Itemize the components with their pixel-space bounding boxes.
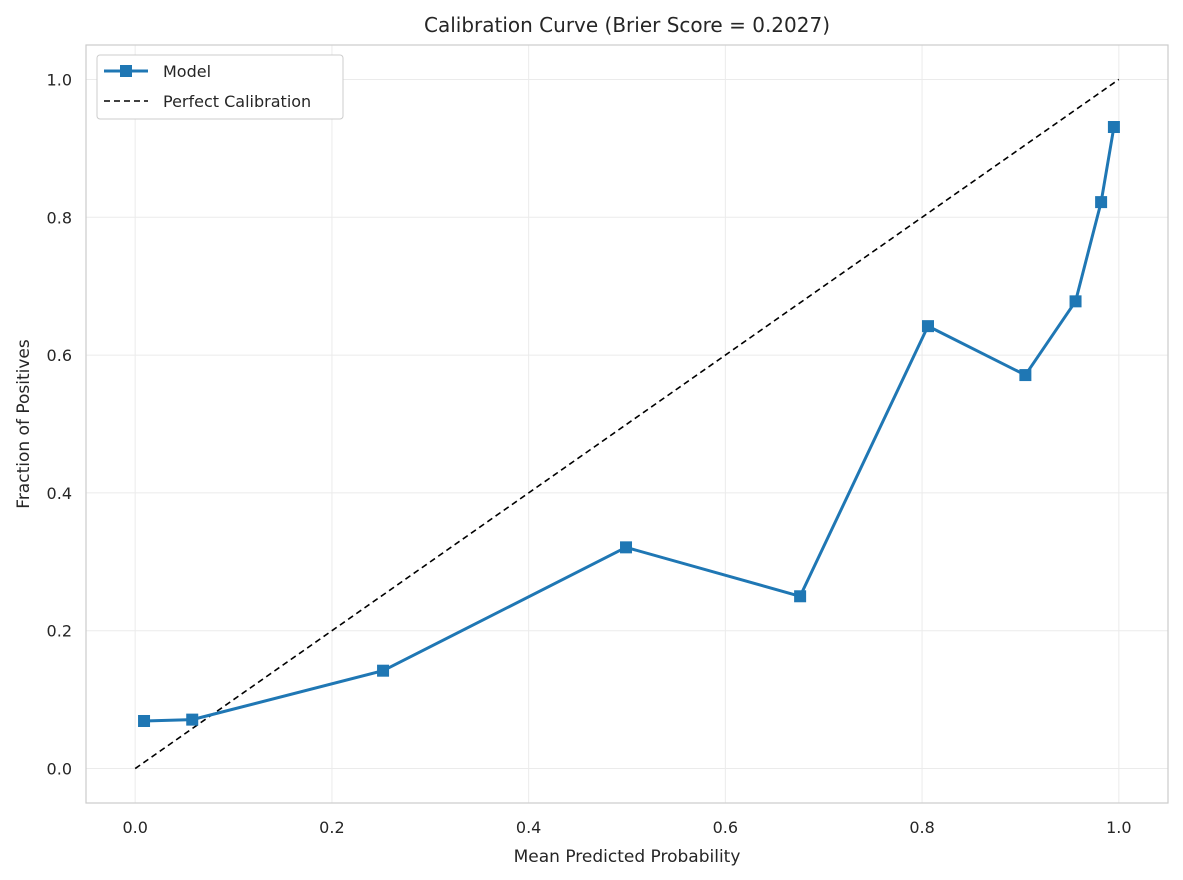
legend-perfect-label: Perfect Calibration xyxy=(163,92,311,111)
y-tick-label: 0.8 xyxy=(47,208,72,227)
model-point xyxy=(1019,369,1032,382)
x-tick-label: 0.6 xyxy=(713,818,738,837)
model-line xyxy=(143,126,1116,723)
legend-model-label: Model xyxy=(163,62,211,81)
x-axis-label: Mean Predicted Probability xyxy=(514,847,741,867)
model-point xyxy=(1095,196,1108,209)
perfect-calibration-line xyxy=(134,78,1120,770)
y-tick-label: 0.4 xyxy=(47,484,72,503)
legend-model-marker xyxy=(120,65,132,77)
legend: Model Perfect Calibration xyxy=(96,54,344,120)
y-axis-ticks: 0.0 0.2 0.4 0.6 0.8 1.0 xyxy=(47,70,72,778)
x-tick-label: 0.0 xyxy=(122,818,147,837)
model-point xyxy=(377,664,390,677)
model-point xyxy=(1069,295,1082,308)
y-tick-label: 0.0 xyxy=(47,760,72,779)
model-point xyxy=(620,541,633,554)
x-tick-label: 0.8 xyxy=(909,818,934,837)
model-point xyxy=(1107,121,1120,134)
model-point xyxy=(794,590,807,603)
y-tick-label: 0.2 xyxy=(47,622,72,641)
model-point xyxy=(138,714,151,727)
chart-title: Calibration Curve (Brier Score = 0.2027) xyxy=(424,13,830,37)
x-tick-label: 0.4 xyxy=(516,818,541,837)
y-tick-label: 1.0 xyxy=(47,70,72,89)
x-axis-ticks: 0.0 0.2 0.4 0.6 0.8 1.0 xyxy=(122,818,1131,837)
x-tick-label: 1.0 xyxy=(1106,818,1131,837)
y-tick-label: 0.6 xyxy=(47,346,72,365)
legend-box xyxy=(96,54,344,120)
series-layer xyxy=(134,78,1120,770)
y-axis-label: Fraction of Positives xyxy=(14,339,34,509)
model-point xyxy=(921,320,934,333)
x-tick-label: 0.2 xyxy=(319,818,344,837)
plot-area-frame xyxy=(85,44,1169,804)
model-point xyxy=(186,713,199,726)
